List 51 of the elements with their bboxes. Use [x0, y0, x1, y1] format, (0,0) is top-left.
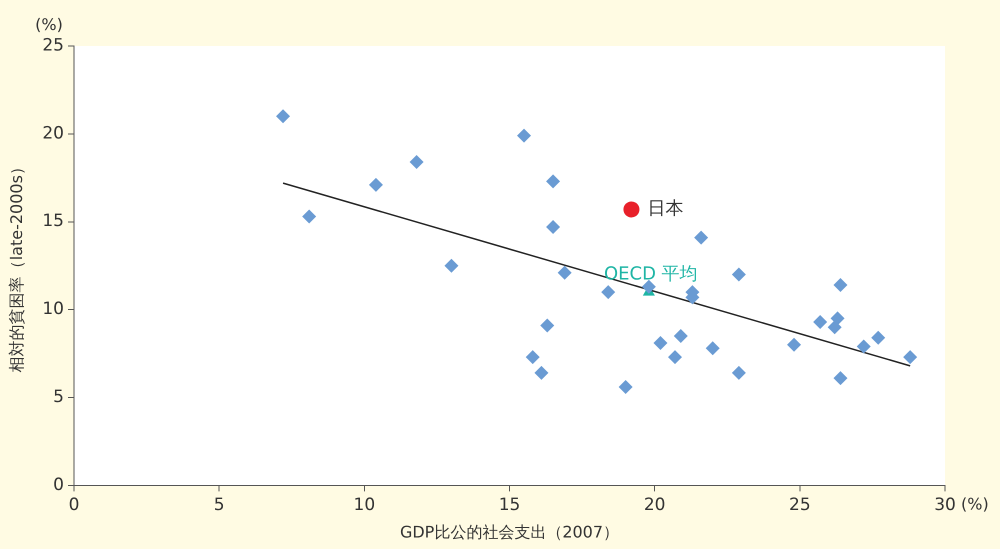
point	[903, 350, 918, 364]
y-tick-label: 5	[53, 386, 64, 407]
y-tick-label: 0	[53, 474, 64, 495]
point	[674, 329, 688, 344]
point	[534, 366, 548, 380]
x-tick-label: 0	[68, 495, 80, 516]
point	[276, 109, 290, 124]
text: (%)	[35, 15, 63, 34]
point	[601, 285, 616, 300]
x-tick-label: 30	[934, 495, 956, 516]
point	[526, 350, 540, 364]
point	[540, 318, 554, 332]
point	[833, 371, 848, 386]
point	[517, 128, 532, 143]
x-tick-label: 20	[644, 495, 666, 516]
point	[668, 350, 682, 364]
point	[642, 280, 656, 294]
point	[830, 311, 845, 326]
point	[546, 220, 560, 234]
x-tick-label: 10	[354, 495, 376, 516]
point	[694, 230, 708, 245]
series-label: OECD 平均	[604, 264, 698, 285]
x-tick-label: 5	[214, 495, 225, 516]
point	[787, 338, 802, 352]
point	[302, 209, 316, 224]
y-tick-label: 10	[42, 299, 64, 320]
y-tick-label: 15	[42, 211, 64, 232]
point	[871, 330, 886, 345]
point	[558, 266, 572, 280]
point	[368, 178, 383, 192]
point	[732, 366, 746, 380]
point	[653, 336, 668, 350]
x-axis-title: GDP比公的社会支出（2007）	[400, 522, 620, 542]
y-tick-label: 20	[42, 123, 64, 144]
y-axis-title: 相対的貧困率（late-2000s）	[6, 159, 26, 372]
x-tick-label: 15	[498, 495, 520, 516]
y-tick-label: 25	[42, 35, 64, 56]
point	[833, 278, 848, 292]
point	[546, 174, 560, 188]
point	[828, 320, 842, 334]
series-label: 日本	[647, 198, 684, 220]
point	[856, 340, 871, 354]
point	[410, 155, 424, 169]
x-tick-label: 25	[789, 495, 811, 516]
point	[813, 314, 828, 329]
text: (%)	[961, 494, 989, 514]
point	[623, 201, 640, 218]
point	[618, 380, 633, 394]
point	[732, 267, 746, 282]
point	[706, 341, 720, 356]
point	[444, 258, 458, 273]
